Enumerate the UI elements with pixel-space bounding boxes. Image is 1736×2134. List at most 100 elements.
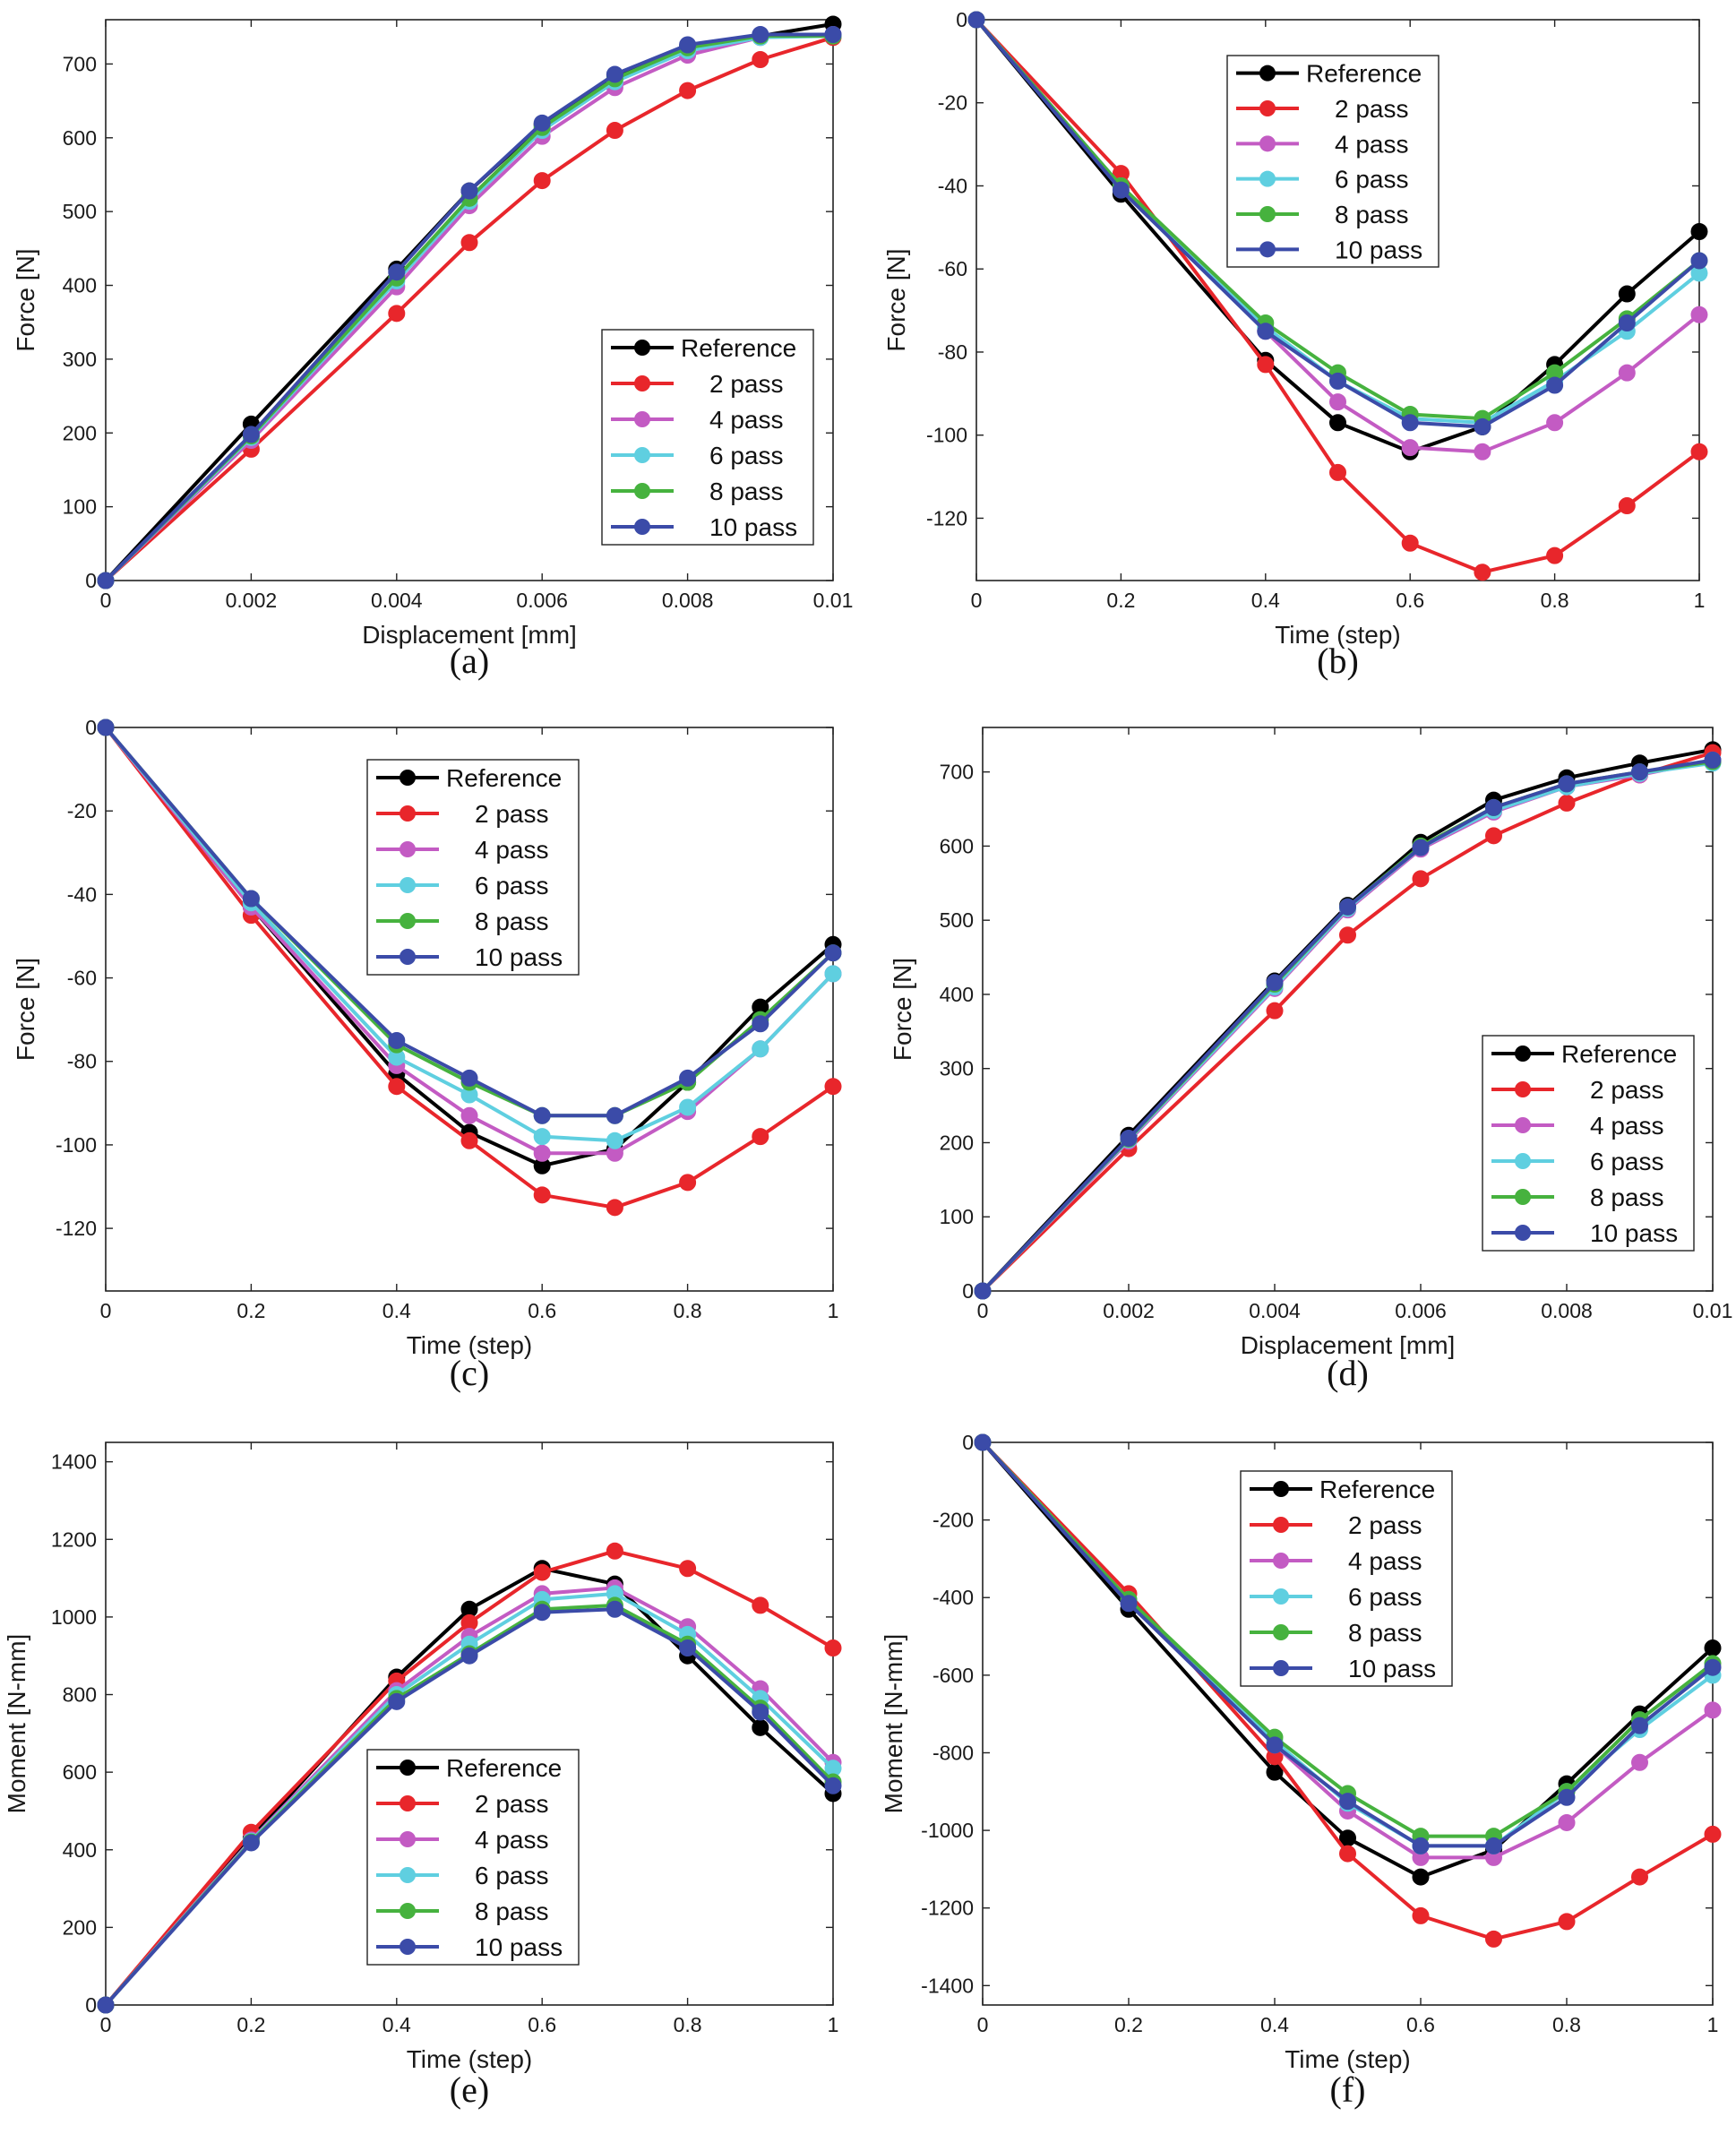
legend-marker [634, 483, 650, 499]
y-tick-label: -1000 [921, 1819, 974, 1842]
legend-label: 2 pass [1335, 95, 1409, 123]
legend-label: Reference [681, 334, 796, 362]
x-axis-title: Displacement [mm] [1241, 1331, 1456, 1359]
x-tick-label: 0.2 [1114, 2013, 1143, 2036]
legend-marker [1515, 1081, 1531, 1097]
legend-box [1482, 1035, 1695, 1252]
legend-label: 4 pass [1590, 1112, 1664, 1140]
data-point [1690, 222, 1708, 240]
y-tick-label: -60 [938, 257, 967, 280]
data-point [752, 1703, 769, 1721]
plot-frame [982, 1441, 1714, 2006]
legend-label: 4 pass [475, 836, 549, 864]
data-point [1412, 1868, 1430, 1886]
data-point [1339, 926, 1356, 944]
data-point [1485, 1930, 1502, 1948]
data-point [1401, 534, 1419, 552]
legend-label: 8 pass [475, 908, 549, 935]
data-point [1401, 439, 1419, 457]
y-tick-label: 700 [940, 761, 974, 784]
x-tick-label: 0 [100, 1299, 112, 1322]
data-point [1266, 1736, 1284, 1754]
legend-label: 4 pass [709, 406, 784, 434]
legend-marker [400, 805, 416, 822]
data-point [1329, 463, 1346, 481]
legend-box [601, 329, 814, 546]
data-point [388, 1078, 406, 1096]
legend-marker [1515, 1117, 1531, 1133]
x-tick-label: 1 [828, 1299, 839, 1322]
legend-marker [1259, 65, 1276, 82]
data-point [1558, 1913, 1576, 1931]
data-point [824, 25, 842, 43]
x-tick-label: 0.8 [1552, 2013, 1581, 2036]
data-point [752, 50, 769, 68]
data-point [460, 1132, 478, 1149]
data-point [388, 263, 406, 281]
x-tick-label: 0 [100, 589, 112, 612]
legend-label: Reference [446, 764, 562, 792]
legend-marker [1273, 1624, 1289, 1640]
y-tick-label: 200 [940, 1131, 974, 1154]
data-point [679, 1069, 697, 1087]
data-point [1558, 775, 1576, 793]
plot-frame [105, 727, 834, 1292]
data-point [679, 1560, 697, 1578]
x-tick-label: 0.008 [662, 589, 714, 612]
data-point [1257, 356, 1275, 374]
x-tick-label: 0.6 [1396, 589, 1424, 612]
legend-marker [1515, 1189, 1531, 1205]
legend-marker [1515, 1045, 1531, 1062]
legend-marker [634, 411, 650, 427]
x-axis-title: Time (step) [407, 2045, 533, 2073]
legend-marker [1273, 1660, 1289, 1676]
data-point [533, 1106, 551, 1124]
data-point [460, 234, 478, 252]
x-tick-label: 0.2 [236, 2013, 265, 2036]
legend-label: 8 pass [1348, 1619, 1422, 1647]
y-tick-label: -40 [938, 174, 967, 197]
legend-label: 8 pass [475, 1897, 549, 1925]
data-point [679, 82, 697, 99]
data-point [1339, 1793, 1356, 1811]
data-point [606, 122, 623, 140]
y-tick-label: 0 [85, 716, 97, 739]
data-point [1112, 181, 1130, 199]
data-point [242, 890, 260, 908]
legend-marker [634, 447, 650, 463]
x-tick-label: 0.004 [371, 589, 423, 612]
y-tick-label: 100 [63, 495, 97, 519]
legend-label: 2 pass [1590, 1076, 1664, 1104]
legend-label: 2 pass [475, 800, 549, 828]
data-point [1257, 323, 1275, 340]
panel-caption-c: (c) [449, 1353, 490, 1393]
x-axis-title: Time (step) [407, 1331, 533, 1359]
panel-caption-f: (f) [1329, 2069, 1366, 2110]
data-point [1412, 839, 1430, 856]
data-point [460, 1106, 478, 1124]
data-point [606, 65, 623, 83]
data-point [1546, 546, 1564, 564]
data-point [1631, 1868, 1648, 1886]
y-tick-label: -60 [67, 967, 97, 990]
legend-marker [1259, 135, 1276, 152]
data-point [679, 36, 697, 54]
legend-marker [1273, 1481, 1289, 1497]
legend-label: 4 pass [1335, 130, 1409, 158]
legend-marker [1515, 1225, 1531, 1241]
y-tick-label: -600 [932, 1664, 974, 1687]
x-tick-label: 0.4 [1251, 589, 1280, 612]
plot-frame [105, 19, 834, 581]
panel-caption-b: (b) [1317, 641, 1359, 681]
y-axis-title: Moment [N-mm] [880, 1634, 907, 1814]
y-tick-label: -400 [932, 1586, 974, 1609]
data-point [533, 1563, 551, 1581]
data-point [1704, 1639, 1722, 1657]
data-point [824, 1639, 842, 1657]
data-point [388, 305, 406, 323]
